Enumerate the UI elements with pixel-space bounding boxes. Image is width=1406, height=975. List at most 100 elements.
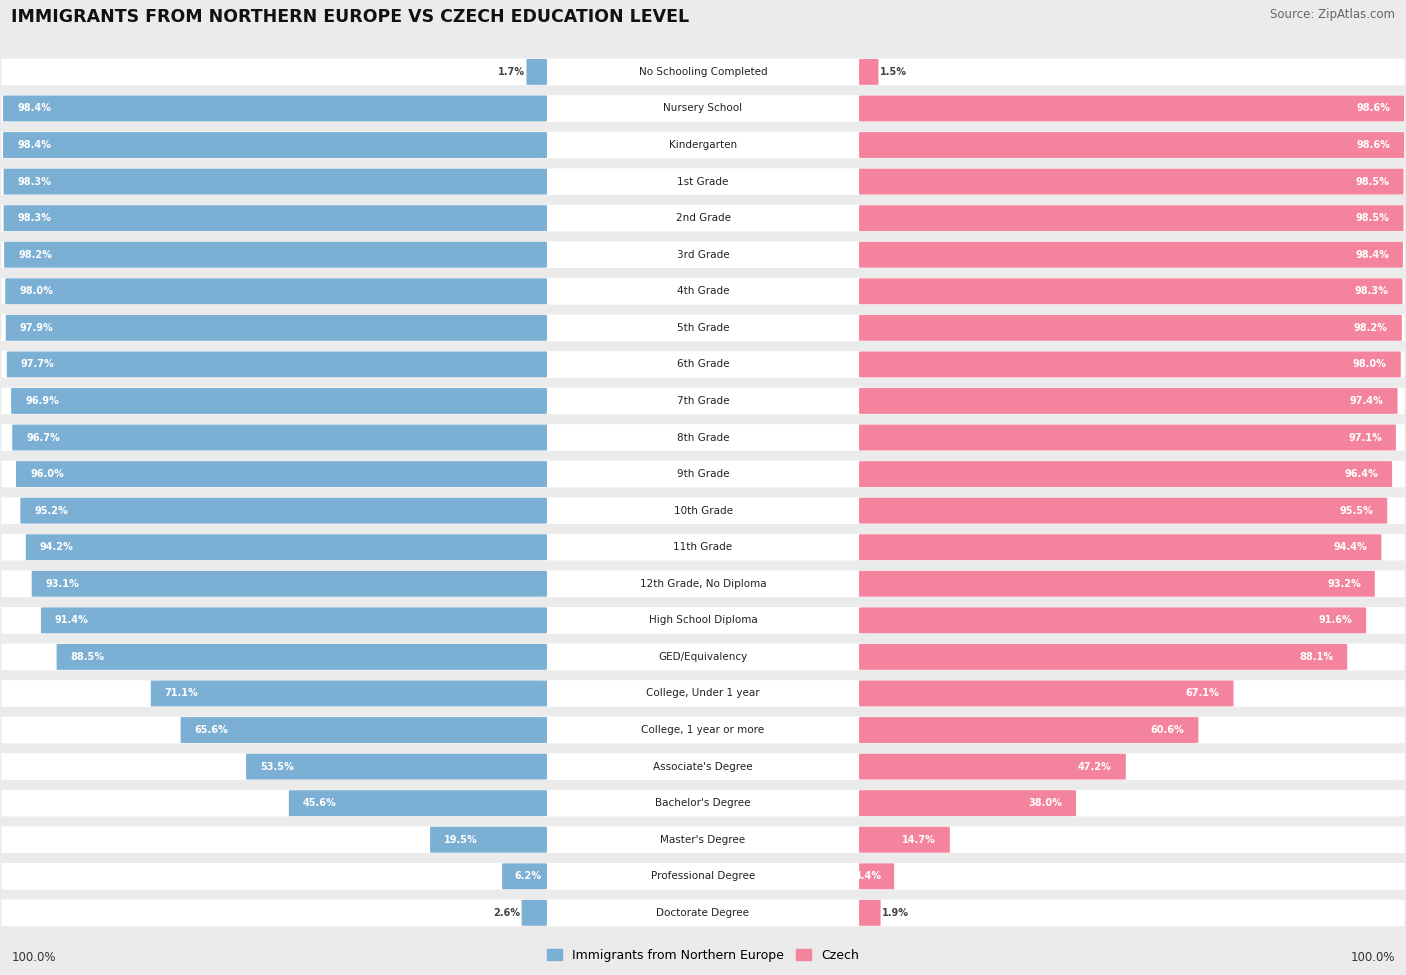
Text: Master's Degree: Master's Degree [661, 835, 745, 844]
Text: Doctorate Degree: Doctorate Degree [657, 908, 749, 917]
Text: Nursery School: Nursery School [664, 103, 742, 113]
Text: 38.0%: 38.0% [1028, 799, 1062, 808]
FancyBboxPatch shape [1, 388, 1405, 414]
Text: 2.6%: 2.6% [494, 908, 520, 917]
Text: 2nd Grade: 2nd Grade [675, 214, 731, 223]
Text: College, Under 1 year: College, Under 1 year [647, 688, 759, 698]
FancyBboxPatch shape [1, 315, 1405, 341]
Text: 98.6%: 98.6% [1357, 103, 1391, 113]
Text: 1st Grade: 1st Grade [678, 176, 728, 186]
FancyBboxPatch shape [1, 461, 1405, 488]
Text: 98.4%: 98.4% [17, 140, 51, 150]
FancyBboxPatch shape [13, 424, 547, 450]
Text: 100.0%: 100.0% [11, 951, 56, 964]
FancyBboxPatch shape [1, 58, 1405, 85]
Text: 98.3%: 98.3% [18, 176, 52, 186]
FancyBboxPatch shape [859, 278, 1402, 304]
Text: 98.0%: 98.0% [1353, 360, 1386, 370]
Text: 4th Grade: 4th Grade [676, 287, 730, 296]
Text: 14.7%: 14.7% [903, 835, 936, 844]
FancyBboxPatch shape [1, 242, 1405, 268]
FancyBboxPatch shape [1, 497, 1405, 524]
Text: 1.9%: 1.9% [882, 908, 910, 917]
FancyBboxPatch shape [859, 461, 1392, 488]
Text: 94.4%: 94.4% [1333, 542, 1367, 552]
FancyBboxPatch shape [6, 278, 547, 304]
Text: 1.7%: 1.7% [498, 67, 524, 77]
FancyBboxPatch shape [4, 242, 547, 268]
Text: 11th Grade: 11th Grade [673, 542, 733, 552]
Text: 8th Grade: 8th Grade [676, 433, 730, 443]
FancyBboxPatch shape [1, 169, 1405, 195]
Text: 7th Grade: 7th Grade [676, 396, 730, 406]
FancyBboxPatch shape [859, 205, 1403, 231]
Text: 88.1%: 88.1% [1299, 652, 1333, 662]
FancyBboxPatch shape [11, 388, 547, 414]
Text: 3rd Grade: 3rd Grade [676, 250, 730, 259]
FancyBboxPatch shape [1, 717, 1405, 743]
FancyBboxPatch shape [4, 205, 547, 231]
FancyBboxPatch shape [246, 754, 547, 780]
FancyBboxPatch shape [859, 58, 879, 85]
Text: 96.9%: 96.9% [25, 396, 59, 406]
FancyBboxPatch shape [430, 827, 547, 853]
Text: Source: ZipAtlas.com: Source: ZipAtlas.com [1270, 8, 1395, 20]
Text: 98.5%: 98.5% [1355, 176, 1389, 186]
FancyBboxPatch shape [1, 424, 1405, 450]
Text: 9th Grade: 9th Grade [676, 469, 730, 479]
Text: 6.2%: 6.2% [515, 872, 541, 881]
Text: 100.0%: 100.0% [1350, 951, 1395, 964]
FancyBboxPatch shape [1, 278, 1405, 304]
Text: 98.6%: 98.6% [1357, 140, 1391, 150]
Text: 97.7%: 97.7% [21, 360, 55, 370]
Text: IMMIGRANTS FROM NORTHERN EUROPE VS CZECH EDUCATION LEVEL: IMMIGRANTS FROM NORTHERN EUROPE VS CZECH… [11, 8, 689, 25]
FancyBboxPatch shape [1, 607, 1405, 634]
Text: 97.4%: 97.4% [1350, 396, 1384, 406]
FancyBboxPatch shape [32, 570, 547, 597]
Text: 10th Grade: 10th Grade [673, 506, 733, 516]
FancyBboxPatch shape [1, 754, 1405, 780]
FancyBboxPatch shape [1, 644, 1405, 670]
Text: 95.2%: 95.2% [34, 506, 67, 516]
Text: High School Diploma: High School Diploma [648, 615, 758, 625]
FancyBboxPatch shape [1, 681, 1405, 707]
FancyBboxPatch shape [859, 754, 1126, 780]
FancyBboxPatch shape [859, 827, 950, 853]
Legend: Immigrants from Northern Europe, Czech: Immigrants from Northern Europe, Czech [541, 944, 865, 967]
Text: 98.0%: 98.0% [20, 287, 53, 296]
FancyBboxPatch shape [180, 717, 547, 743]
FancyBboxPatch shape [859, 388, 1398, 414]
Text: 98.3%: 98.3% [1354, 287, 1388, 296]
Text: 93.1%: 93.1% [46, 579, 80, 589]
Text: 98.2%: 98.2% [1354, 323, 1388, 332]
Text: 93.2%: 93.2% [1327, 579, 1361, 589]
FancyBboxPatch shape [522, 900, 547, 926]
FancyBboxPatch shape [288, 790, 547, 816]
FancyBboxPatch shape [1, 534, 1405, 561]
FancyBboxPatch shape [1, 570, 1405, 597]
FancyBboxPatch shape [3, 96, 547, 122]
Text: 96.4%: 96.4% [1344, 469, 1378, 479]
Text: 91.4%: 91.4% [55, 615, 89, 625]
FancyBboxPatch shape [859, 497, 1388, 524]
FancyBboxPatch shape [1, 205, 1405, 231]
FancyBboxPatch shape [859, 96, 1405, 122]
Text: 98.4%: 98.4% [1355, 250, 1389, 259]
FancyBboxPatch shape [20, 497, 547, 524]
Text: 97.1%: 97.1% [1348, 433, 1382, 443]
FancyBboxPatch shape [859, 644, 1347, 670]
Text: 98.4%: 98.4% [17, 103, 51, 113]
Text: 4.4%: 4.4% [855, 872, 882, 881]
FancyBboxPatch shape [1, 900, 1405, 926]
Text: Kindergarten: Kindergarten [669, 140, 737, 150]
Text: 60.6%: 60.6% [1150, 725, 1184, 735]
FancyBboxPatch shape [56, 644, 547, 670]
Text: 67.1%: 67.1% [1185, 688, 1219, 698]
Text: 1.5%: 1.5% [880, 67, 907, 77]
FancyBboxPatch shape [1, 132, 1405, 158]
Text: GED/Equivalency: GED/Equivalency [658, 652, 748, 662]
Text: Associate's Degree: Associate's Degree [654, 761, 752, 771]
FancyBboxPatch shape [859, 790, 1076, 816]
FancyBboxPatch shape [859, 132, 1405, 158]
Text: 96.7%: 96.7% [27, 433, 60, 443]
